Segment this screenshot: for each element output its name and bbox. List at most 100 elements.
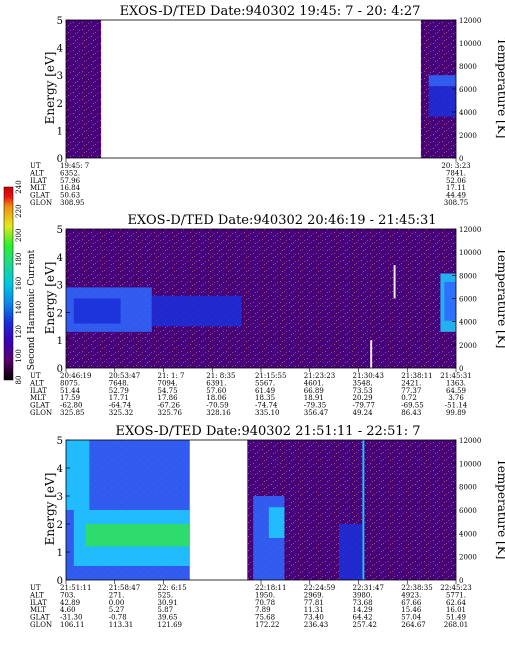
panel-2-table-cell: 328.16 [206,409,231,417]
panel-1-table-label: MLT [30,184,46,192]
panel-2-ytick-label: 2 [57,308,63,319]
panel-3-band-7 [339,524,363,580]
panel-2-ytick-label: 3 [57,281,63,292]
panel-2-table-cell: 99.89 [446,409,466,417]
panel-2-table-cell: 66.89 [304,387,324,395]
panel-1-ytick-right-label: 4000 [459,109,477,117]
panel-3-ytick-right-label: 4000 [459,530,477,538]
panel-3-table-cell: 22:38:35 [401,584,432,592]
panel-1-ytick-label: 4 [57,44,63,55]
panel-2-table-cell: 5567. [255,379,275,387]
panel-2-table-cell: 20.29 [353,394,373,402]
panel-1-ytick-label: 2 [57,99,63,110]
panel-2-table-cell: 4601. [304,379,324,387]
panel-3-table-label: ILAT [30,599,47,607]
panel-2-table-cell: 17.71 [109,394,129,402]
panel-3: EXOS-D/TED Date:940302 21:51:11 - 22:51:… [29,424,505,629]
panel-2-ytick-right-label: 4000 [459,319,477,327]
panel-2-table-cell: 0.72 [401,394,417,402]
panel-3-table-cell: 30.91 [158,599,178,607]
panel-2-ytick-label: 0 [57,364,63,375]
panel-3-table-cell: 271. [109,591,125,599]
panel-1-ylabel-right: Temperature [K] [495,38,505,139]
panel-3-table-cell: 64.42 [353,614,373,622]
panel-2-ytick-right-label: 12000 [459,226,481,234]
panel-2-table-cell: 21:15:55 [255,372,286,380]
panel-3-table-cell: 3980. [353,591,373,599]
panel-2-ytick-label: 1 [57,336,63,347]
panel-2-table-cell: 17.59 [60,394,80,402]
panel-1-table-label: ILAT [30,177,47,185]
colorbar: 80 100 120 140 160 180 200 220 240 Second Harmon… [3,180,37,384]
panel-1-table-label: UT [30,162,41,170]
panel-1-table-cell: 17.11 [446,184,466,192]
panel-3-table-cell: 51.49 [446,614,466,622]
panel-3-table-cell: 73.68 [353,599,373,607]
panel-3-table-cell: 268.01 [444,621,469,629]
panel-3-table-cell: 22:31:47 [353,584,384,592]
panel-3-ytick-label: 2 [57,520,63,531]
panel-3-table-cell: 16.01 [446,606,466,614]
colorbar-tick-label: 140 [15,301,23,314]
panel-3-table-cell: 73.40 [304,614,324,622]
panel-3-table-cell: 172.22 [255,621,280,629]
colorbar-tick-label: 160 [15,277,23,290]
panel-2: EXOS-D/TED Date:940302 20:46:19 - 21:45:… [29,213,505,417]
panel-2-table-cell: 3.76 [448,394,464,402]
panel-3-table-cell: 77.81 [304,599,324,607]
panel-3-ytick-label: 0 [57,576,63,587]
panel-2-band-4 [444,281,456,321]
panel-3-table-cell: 75.68 [255,614,275,622]
panel-3-title: EXOS-D/TED Date:940302 21:51:11 - 22:51:… [116,424,421,439]
colorbar-scale [3,186,14,381]
panel-3-table-cell: 21:51:11 [60,584,91,592]
panel-2-table-cell: 20:53:47 [109,372,140,380]
panel-3-table-cell: 57.04 [401,614,422,622]
panel-3-table-cell: 21:58:47 [109,584,140,592]
panel-3-table-cell: 4923. [401,591,421,599]
panel-1-table-cell: 16.84 [60,184,81,192]
panel-3-table-cell: 106.11 [60,621,85,629]
panel-2-band-2 [151,295,242,327]
panel-3-table-cell: 121.69 [158,621,183,629]
colorbar-tick-label: 180 [15,253,23,266]
panel-2-table-cell: 6391. [206,379,226,387]
panel-2-table-cell: 86.43 [401,409,421,417]
panel-1-table-cell: 7841. [446,169,466,177]
panel-2-ylabel-right: Temperature [K] [495,248,505,349]
panel-3-table-cell: -31.30 [60,614,82,622]
colorbar-tick-label: 220 [15,204,23,217]
panel-2-table-cell: 20:46:19 [60,372,91,380]
panel-1-table-cell: 52.06 [446,177,467,185]
panel-2-line-6 [370,340,373,368]
panel-3-table-cell: 22:45:23 [440,584,471,592]
panel-3-table-cell: 39.65 [158,614,178,622]
panel-3-table-cell: 5.27 [109,606,125,614]
panel-2-table-cell: 325.76 [158,409,183,417]
panel-2-table-cell: 54.75 [158,387,178,395]
panel-2-table-cell: 77.37 [401,387,421,395]
panel-2-table-cell: 7648. [109,379,129,387]
panel-1-table-label: ALT [29,169,44,177]
panel-2-table-cell: 21: 8:35 [206,372,235,380]
panel-2-table-cell: 49.24 [353,409,374,417]
panel-2-table-cell: 21:45:31 [440,372,471,380]
panel-3-table-cell: 5771. [446,591,466,599]
panel-1-ytick-right-label: 2000 [459,132,477,140]
panel-2-table-cell: -69.55 [401,402,423,410]
panel-1-band-0 [428,75,456,87]
panel-1-ytick-right-label: 0 [459,155,463,163]
panel-2-band-1 [73,298,121,324]
panel-2-ylabel: Energy [eV] [43,262,57,335]
panel-1-table-cell: 20: 3:23 [441,162,470,170]
panel-1-title: EXOS-D/TED Date:940302 19:45: 7 - 20: 4:… [120,4,421,19]
panel-3-table-cell: 42.89 [60,599,80,607]
panel-1-ytick-label: 5 [57,16,63,27]
panel-2-table-label: ALT [29,379,44,387]
panel-2-ytick-right-label: 2000 [459,342,477,350]
panel-2-ytick-label: 4 [57,253,63,264]
panel-3-table-cell: 4.60 [60,606,76,614]
panel-2-table-cell: -79.77 [353,402,375,410]
panel-2-table-label: UT [30,372,41,380]
panel-2-ytick-right-label: 6000 [459,296,477,304]
